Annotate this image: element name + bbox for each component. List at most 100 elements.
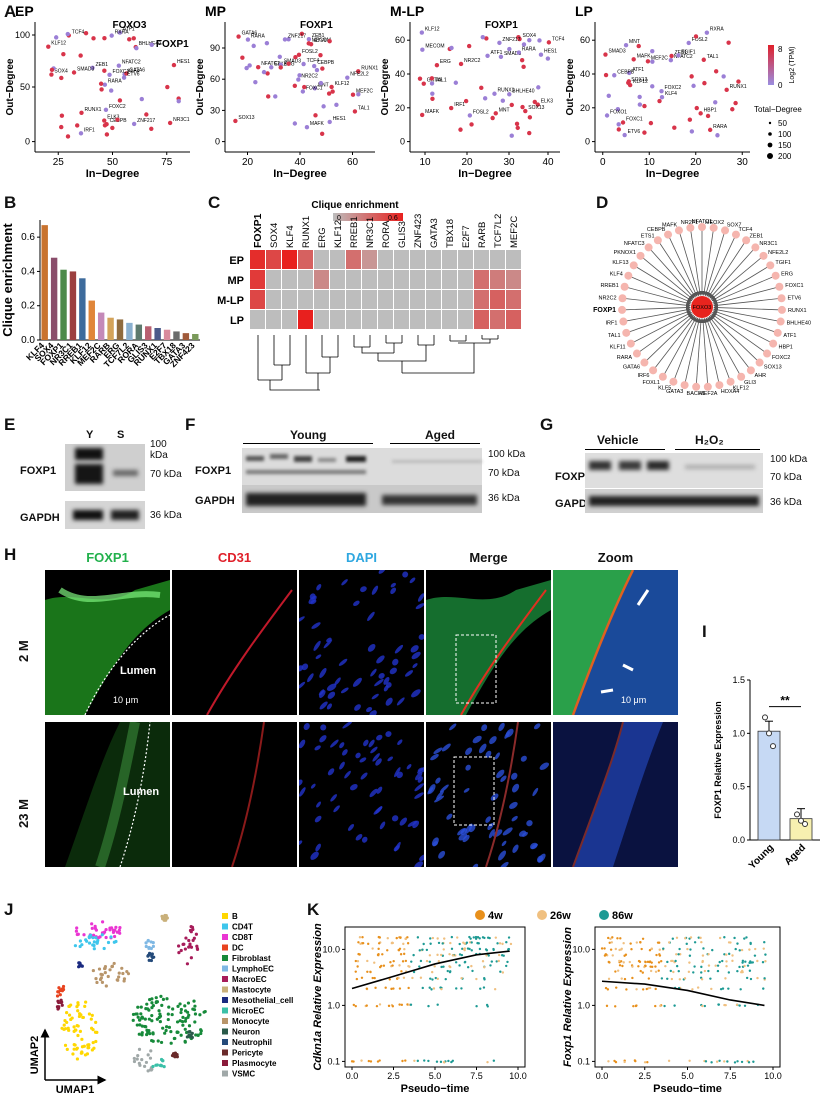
node-point — [484, 36, 489, 41]
cell-point — [431, 936, 435, 940]
edge — [648, 247, 695, 299]
node-point — [107, 72, 112, 77]
cell-point — [164, 918, 168, 922]
cell-point — [660, 960, 663, 963]
nucleus — [369, 710, 377, 715]
node-point — [616, 122, 621, 127]
cell-point — [600, 947, 604, 950]
cell-point — [132, 1059, 137, 1064]
node-point — [314, 67, 320, 73]
row-gapdh: GAPDH — [195, 495, 235, 507]
legend-swatch — [222, 934, 228, 940]
cell-point — [85, 939, 89, 943]
node-point — [724, 87, 729, 93]
node-label: TCF4 — [307, 58, 320, 64]
scalebar: 10 μm — [621, 695, 647, 705]
cell-point — [154, 996, 158, 1000]
x-tick: 0.0 — [596, 1071, 609, 1081]
cell-point — [410, 960, 413, 963]
nucleus — [390, 582, 396, 588]
cell-point — [423, 1059, 426, 1062]
cell-point — [109, 935, 113, 939]
group-vehicle: Vehicle — [597, 433, 639, 447]
center-label: FOXO3 — [693, 305, 712, 311]
cell-point — [76, 1033, 80, 1038]
cell-point — [164, 1028, 168, 1033]
cell-point — [392, 987, 395, 990]
cell-point — [710, 987, 713, 991]
cell-point — [361, 941, 365, 945]
node-point — [327, 38, 332, 44]
cell-point — [150, 1013, 154, 1018]
node — [721, 226, 730, 235]
nucleus — [417, 776, 423, 783]
cell-point — [677, 953, 680, 956]
legend-label: B — [232, 912, 238, 921]
group-young: Young — [290, 428, 327, 442]
nucleus — [355, 834, 363, 841]
x-axis-label: UMAP1 — [56, 1084, 95, 1096]
img-2m-foxp1: Lumen 10 μm — [45, 570, 170, 715]
node-point — [521, 64, 526, 70]
cell-point — [731, 954, 734, 957]
node-label: ERG — [781, 271, 793, 277]
cell-point — [356, 960, 360, 963]
node — [626, 339, 635, 348]
node — [622, 328, 631, 337]
cell-point — [667, 1059, 671, 1063]
node-point — [292, 121, 298, 126]
cell-point — [92, 943, 96, 948]
y-tick: 0.0 — [21, 335, 35, 346]
y-axis-label: Clique enrichment — [0, 223, 15, 337]
panel-e-western-blot: Y S FOXP1 GAPDH 100 kDa 70 kDa 36 kDa — [20, 425, 185, 545]
nucleus — [299, 739, 306, 749]
cell-point — [117, 975, 121, 979]
node-point — [687, 117, 693, 122]
cell-point — [121, 971, 125, 976]
cell-point — [427, 1059, 430, 1063]
node-point — [650, 48, 655, 54]
node-point — [704, 30, 710, 35]
nucleus — [383, 676, 390, 685]
x-tick: 30 — [503, 157, 515, 168]
cell-point — [378, 1003, 382, 1006]
cell-point — [354, 1004, 357, 1008]
cell-point — [495, 960, 498, 963]
cell-point — [59, 1000, 63, 1005]
bar — [107, 317, 114, 340]
cell-point — [408, 1003, 411, 1007]
node — [715, 381, 724, 390]
y-tick: 90 — [210, 43, 220, 53]
cell-point — [623, 1060, 626, 1064]
cell-point — [166, 1017, 170, 1022]
edge — [678, 230, 700, 297]
cell-point — [606, 988, 610, 991]
node-point — [313, 113, 318, 118]
marker-70: 70 kDa — [770, 472, 802, 483]
cell-point — [161, 997, 166, 1001]
node-point — [261, 69, 267, 75]
node-point — [117, 98, 123, 103]
bar — [757, 730, 781, 841]
heat-cell — [346, 310, 361, 329]
node-point — [286, 37, 291, 42]
node-label: MNT — [629, 39, 640, 45]
nucleus — [319, 701, 328, 710]
node-point — [721, 74, 726, 79]
edge — [713, 305, 782, 311]
lumen-label: Lumen — [123, 786, 160, 798]
x-tick: 2.5 — [638, 1071, 651, 1081]
node — [649, 366, 658, 375]
node-point — [429, 76, 435, 81]
node — [692, 382, 701, 391]
cell-point — [144, 1060, 149, 1065]
cell-point — [87, 935, 91, 939]
node-point — [532, 99, 537, 105]
col-label: FOXP1 — [252, 213, 264, 248]
node-label: GATA3 — [666, 389, 683, 395]
cell-point — [654, 970, 658, 974]
heat-cell — [362, 270, 377, 289]
cell-point — [194, 932, 198, 936]
color-max: 8 — [778, 45, 783, 54]
heat-cell — [346, 270, 361, 289]
